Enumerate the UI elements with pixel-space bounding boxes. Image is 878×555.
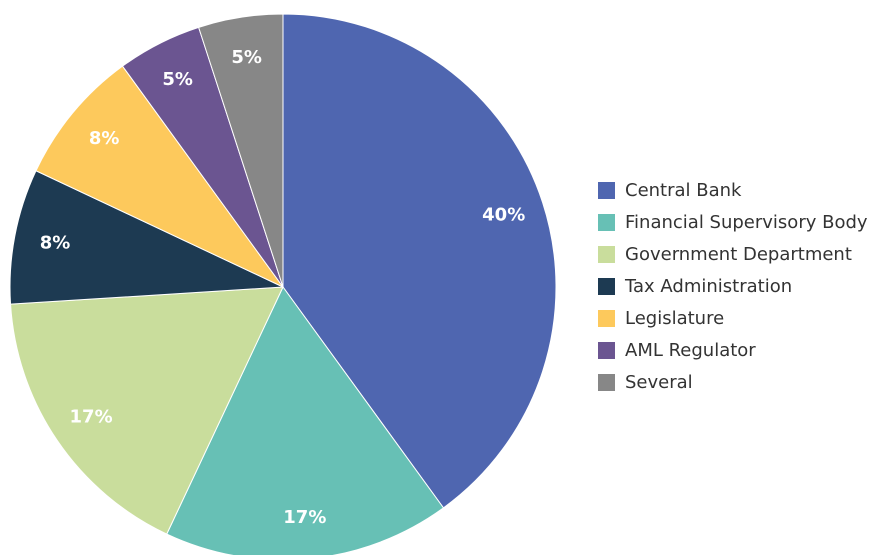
- legend-label: Central Bank: [625, 180, 742, 201]
- legend-label: AML Regulator: [625, 340, 756, 361]
- slice-label: 5%: [162, 69, 193, 90]
- legend-swatch: [598, 342, 615, 359]
- pie-slice: [9, 170, 284, 305]
- slice-label: 5%: [231, 47, 262, 68]
- legend-label: Tax Administration: [624, 276, 792, 297]
- legend-label: Legislature: [625, 308, 724, 329]
- legend-label: Several: [625, 372, 693, 393]
- slice-label: 17%: [283, 507, 326, 528]
- pie-slice: [10, 286, 284, 535]
- legend-swatch: [598, 214, 615, 231]
- slice-label: 17%: [70, 406, 113, 427]
- pie-slice: [35, 65, 284, 288]
- pie-slice: [166, 286, 445, 555]
- legend-swatch: [598, 278, 615, 295]
- legend-label: Financial Supervisory Body: [625, 212, 868, 233]
- legend-swatch: [598, 182, 615, 199]
- pie-slice: [198, 13, 284, 288]
- legend-swatch: [598, 310, 615, 327]
- legend-swatch: [598, 374, 615, 391]
- slice-label: 8%: [40, 233, 71, 254]
- slice-label: 40%: [482, 204, 525, 225]
- slice-label: 8%: [89, 128, 120, 149]
- legend-label: Government Department: [625, 244, 852, 265]
- pie-slice: [282, 13, 557, 509]
- legend-swatch: [598, 246, 615, 263]
